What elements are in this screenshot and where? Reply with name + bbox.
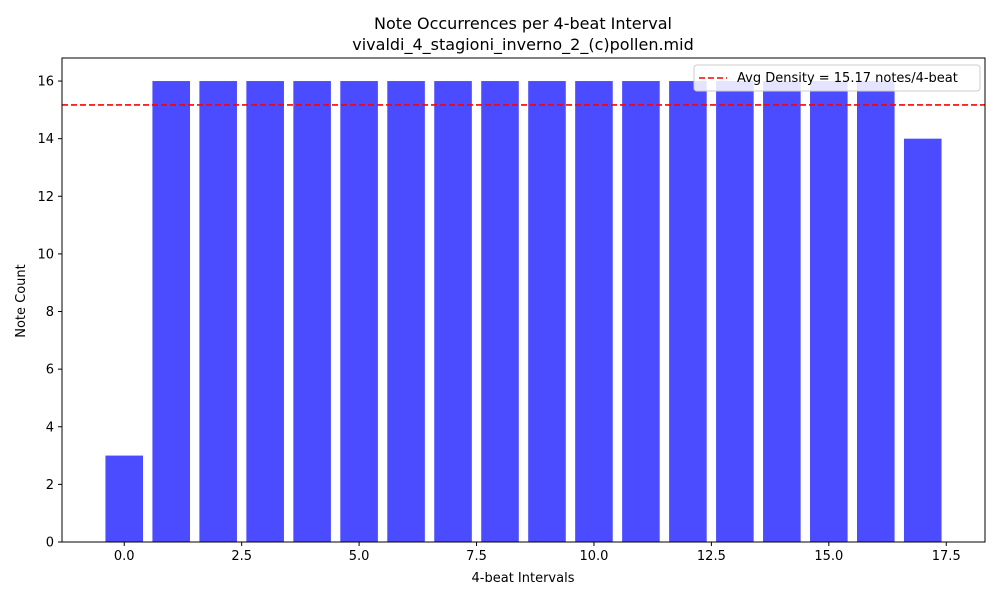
y-tick-label: 2 <box>46 478 54 493</box>
x-tick-label: 7.5 <box>466 549 487 564</box>
x-tick-label: 15.0 <box>814 549 843 564</box>
bar-1 <box>152 81 190 543</box>
y-tick-label: 12 <box>37 190 54 205</box>
plot-frame <box>61 57 986 543</box>
x-tick-label: 12.5 <box>697 549 726 564</box>
legend-label: Avg Density = 15.17 notes/4-beat <box>737 71 958 86</box>
bar-11 <box>622 81 660 543</box>
bar-5 <box>340 81 378 543</box>
bar-15 <box>810 81 848 543</box>
x-tick-label: 5.0 <box>349 549 370 564</box>
bar-14 <box>763 81 801 543</box>
legend: Avg Density = 15.17 notes/4-beat <box>693 64 981 92</box>
y-tick-label: 6 <box>46 363 54 378</box>
y-tick-label: 10 <box>37 247 54 262</box>
axes-layer: 0.0 2.5 5.0 7.5 10.0 12.5 15.0 17.5 0 2 4 6 8 10 12 14 1… <box>37 57 986 564</box>
bar-17 <box>903 138 942 542</box>
legend-box <box>693 64 981 92</box>
x-tick-label: 0.0 <box>114 549 135 564</box>
bar-13 <box>716 81 754 543</box>
bars-layer <box>105 81 942 543</box>
chart-title: Note Occurrences per 4-beat Interval <box>374 14 672 33</box>
bar-2 <box>199 81 237 543</box>
x-tick-label: 2.5 <box>231 549 252 564</box>
y-tick-label: 8 <box>46 305 54 320</box>
x-axis-label: 4-beat Intervals <box>472 571 575 586</box>
bar-4 <box>293 81 331 543</box>
x-tick-label: 17.5 <box>932 549 961 564</box>
y-tick-label: 14 <box>37 132 54 147</box>
bar-0 <box>105 455 144 542</box>
x-tick-label: 10.0 <box>579 549 608 564</box>
bar-7 <box>434 81 472 543</box>
y-tick-label: 0 <box>46 536 54 551</box>
bar-9 <box>528 81 566 543</box>
bar-10 <box>575 81 613 543</box>
y-axis-label: Note Count <box>14 264 29 338</box>
chart-subtitle: vivaldi_4_stagioni_inverno_2_(c)pollen.m… <box>352 35 693 55</box>
y-tick-label: 4 <box>46 420 54 435</box>
bar-16 <box>857 81 895 543</box>
bar-8 <box>481 81 519 543</box>
bar-12 <box>669 81 707 543</box>
y-tick-label: 16 <box>37 75 54 90</box>
bar-3 <box>246 81 284 543</box>
bar-6 <box>387 81 425 543</box>
